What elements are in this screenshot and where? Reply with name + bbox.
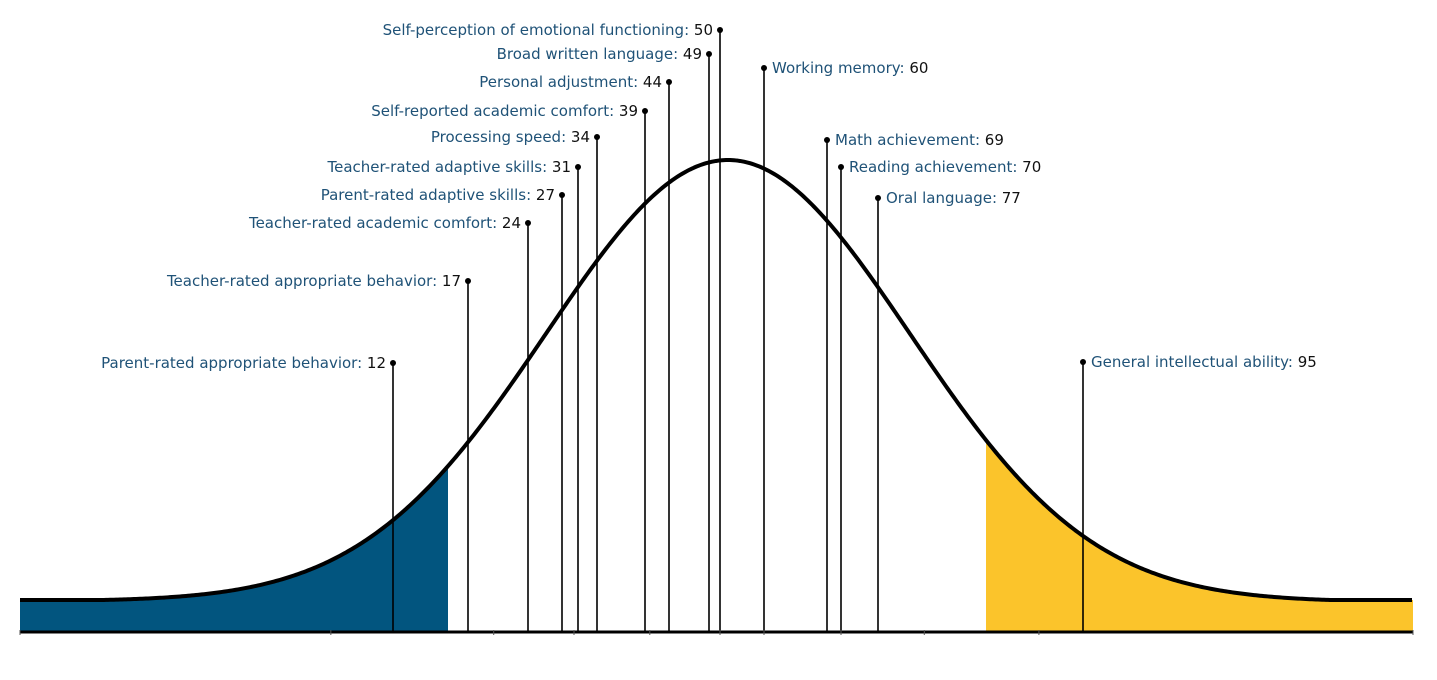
marker-label-value: 31: [552, 158, 571, 176]
marker-label-name: Self-reported academic comfort:: [371, 102, 619, 120]
marker-labels: Parent-rated appropriate behavior: 12 Tea…: [101, 21, 1317, 372]
marker-label-teacher-rated-appropriate-behavior: Teacher-rated appropriate behavior: 17: [166, 272, 461, 290]
marker-dot-general-intellectual-ability: [1080, 359, 1086, 365]
marker-label-value: 12: [367, 354, 386, 372]
shaded-regions: [20, 440, 1413, 632]
marker-dot-parent-rated-appropriate-behavior: [390, 360, 396, 366]
marker-label-math-achievement: Math achievement: 69: [835, 131, 1004, 149]
marker-label-self-reported-academic-comfort: Self-reported academic comfort: 39: [371, 102, 638, 120]
marker-dot-working-memory: [761, 65, 767, 71]
marker-label-name: Reading achievement:: [849, 158, 1022, 176]
marker-label-value: 69: [985, 131, 1004, 149]
marker-label-oral-language: Oral language: 77: [886, 189, 1021, 207]
marker-label-working-memory: Working memory: 60: [772, 59, 928, 77]
marker-label-name: Processing speed:: [431, 128, 571, 146]
marker-lines: [392, 30, 1084, 632]
marker-dot-oral-language: [875, 195, 881, 201]
marker-dot-self-reported-academic-comfort: [642, 108, 648, 114]
marker-label-teacher-rated-academic-comfort: Teacher-rated academic comfort: 24: [248, 214, 521, 232]
marker-label-value: 70: [1022, 158, 1041, 176]
marker-dot-personal-adjustment: [666, 79, 672, 85]
baseline-ticks: [19, 630, 1414, 635]
marker-label-value: 44: [643, 73, 662, 91]
marker-label-personal-adjustment: Personal adjustment: 44: [479, 73, 662, 91]
marker-label-self-perception-of-emotional-functioning: Self-perception of emotional functioning…: [383, 21, 713, 39]
marker-label-name: Personal adjustment:: [479, 73, 643, 91]
marker-label-teacher-rated-adaptive-skills: Teacher-rated adaptive skills: 31: [327, 158, 571, 176]
shaded-region-1: [20, 466, 448, 632]
marker-label-name: Self-perception of emotional functioning…: [383, 21, 694, 39]
marker-label-name: Oral language:: [886, 189, 1002, 207]
marker-dot-broad-written-language: [706, 51, 712, 57]
marker-label-name: Teacher-rated adaptive skills:: [327, 158, 552, 176]
marker-label-name: Teacher-rated appropriate behavior:: [166, 272, 442, 290]
marker-label-value: 34: [571, 128, 590, 146]
marker-label-name: General intellectual ability:: [1091, 353, 1298, 371]
marker-label-value: 60: [909, 59, 928, 77]
marker-dot-processing-speed: [594, 134, 600, 140]
marker-label-value: 77: [1002, 189, 1021, 207]
marker-label-value: 50: [694, 21, 713, 39]
marker-dot-teacher-rated-adaptive-skills: [575, 164, 581, 170]
marker-dot-self-perception-of-emotional-functioning: [717, 27, 723, 33]
marker-dot-reading-achievement: [838, 164, 844, 170]
marker-label-name: Math achievement:: [835, 131, 985, 149]
marker-label-name: Parent-rated appropriate behavior:: [101, 354, 367, 372]
marker-label-value: 17: [442, 272, 461, 290]
marker-label-broad-written-language: Broad written language: 49: [497, 45, 702, 63]
marker-label-parent-rated-adaptive-skills: Parent-rated adaptive skills: 27: [321, 186, 555, 204]
distribution-curve: [20, 158, 1412, 602]
marker-label-processing-speed: Processing speed: 34: [431, 128, 590, 146]
shaded-region-2: [986, 440, 1413, 632]
marker-label-value: 27: [536, 186, 555, 204]
marker-dot-parent-rated-adaptive-skills: [559, 192, 565, 198]
marker-label-value: 49: [683, 45, 702, 63]
marker-label-name: Broad written language:: [497, 45, 683, 63]
marker-label-value: 95: [1298, 353, 1317, 371]
marker-dot-math-achievement: [824, 137, 830, 143]
marker-label-name: Teacher-rated academic comfort:: [248, 214, 502, 232]
marker-label-value: 24: [502, 214, 521, 232]
marker-dot-teacher-rated-academic-comfort: [525, 220, 531, 226]
marker-label-general-intellectual-ability: General intellectual ability: 95: [1091, 353, 1317, 371]
marker-dot-teacher-rated-appropriate-behavior: [465, 278, 471, 284]
marker-label-reading-achievement: Reading achievement: 70: [849, 158, 1041, 176]
marker-label-name: Parent-rated adaptive skills:: [321, 186, 536, 204]
marker-label-value: 39: [619, 102, 638, 120]
marker-label-parent-rated-appropriate-behavior: Parent-rated appropriate behavior: 12: [101, 354, 386, 372]
marker-label-name: Working memory:: [772, 59, 909, 77]
